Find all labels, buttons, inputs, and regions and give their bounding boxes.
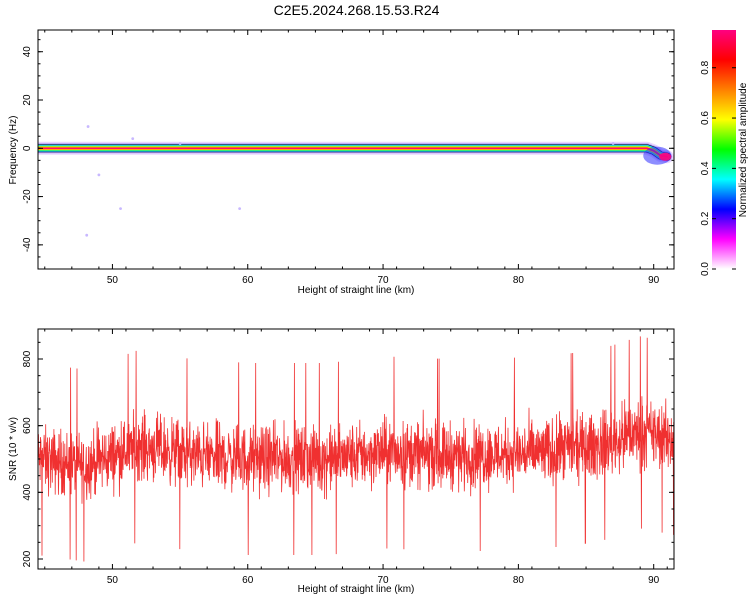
x-tick-label: 50 — [107, 275, 119, 286]
heatmap-point — [131, 137, 135, 141]
spectrogram-ylabel: Frequency (Hz) — [8, 116, 19, 185]
spectrogram-panel: 50 60 70 80 90 -40 -20 0 20 40 Height of straigh… — [8, 29, 675, 296]
snr-panel: 50 60 70 80 90 200 400 600 800 Height of straig… — [8, 328, 675, 595]
x-tick-label: 60 — [242, 275, 254, 286]
snr-ylabel: SNR (10 * v/v) — [8, 417, 19, 481]
heatmap-point — [97, 173, 101, 177]
snr-frame — [37, 328, 675, 570]
x-tick-label: 70 — [378, 275, 390, 286]
y-tick-label: 400 — [22, 484, 33, 501]
y-tick-label: -40 — [22, 237, 33, 252]
x-tick-label: 60 — [242, 575, 254, 586]
x-tick-label: 50 — [107, 575, 119, 586]
heatmap-point — [119, 207, 122, 211]
heatmap-point — [611, 142, 615, 145]
colorbar-tick-label: 0.4 — [700, 161, 711, 175]
tail-peak — [659, 152, 672, 161]
colorbar: 0.0 0.2 0.4 0.6 0.8 Normalized spectral ampl… — [700, 30, 749, 276]
page-title: C2E5.2024.268.15.53.R24 — [273, 2, 440, 18]
spectrogram-xlabel: Height of straight line (km) — [298, 285, 415, 296]
colorbar-tick-label: 0.8 — [700, 60, 711, 74]
heatmap-point — [86, 125, 90, 128]
y-tick-label: 800 — [22, 350, 33, 367]
y-tick-label: 600 — [22, 417, 33, 434]
y-tick-label: 20 — [22, 94, 33, 106]
y-tick-label: -20 — [22, 189, 33, 204]
heatmap-point — [178, 142, 182, 145]
y-tick-label: 0 — [22, 145, 33, 151]
heatmap-point — [238, 207, 242, 211]
y-tick-label: 200 — [22, 550, 33, 567]
snr-series-line — [38, 336, 674, 562]
colorbar-label: Normalized spectral amplitude — [738, 82, 749, 217]
colorbar-tick-label: 0.0 — [700, 262, 711, 276]
x-tick-label: 80 — [513, 575, 525, 586]
x-tick-label: 70 — [378, 575, 390, 586]
colorbar-tick-label: 0.2 — [700, 211, 711, 225]
x-tick-label: 90 — [648, 275, 660, 286]
colorbar-gradient — [712, 30, 736, 269]
colorbar-tick-label: 0.6 — [700, 111, 711, 125]
y-tick-label: 40 — [22, 46, 33, 58]
spectrogram-frame — [37, 29, 675, 270]
heatmap-point — [85, 233, 89, 237]
x-tick-label: 80 — [513, 275, 525, 286]
snr-xlabel: Height of straight line (km) — [298, 584, 415, 595]
x-tick-label: 90 — [648, 575, 660, 586]
